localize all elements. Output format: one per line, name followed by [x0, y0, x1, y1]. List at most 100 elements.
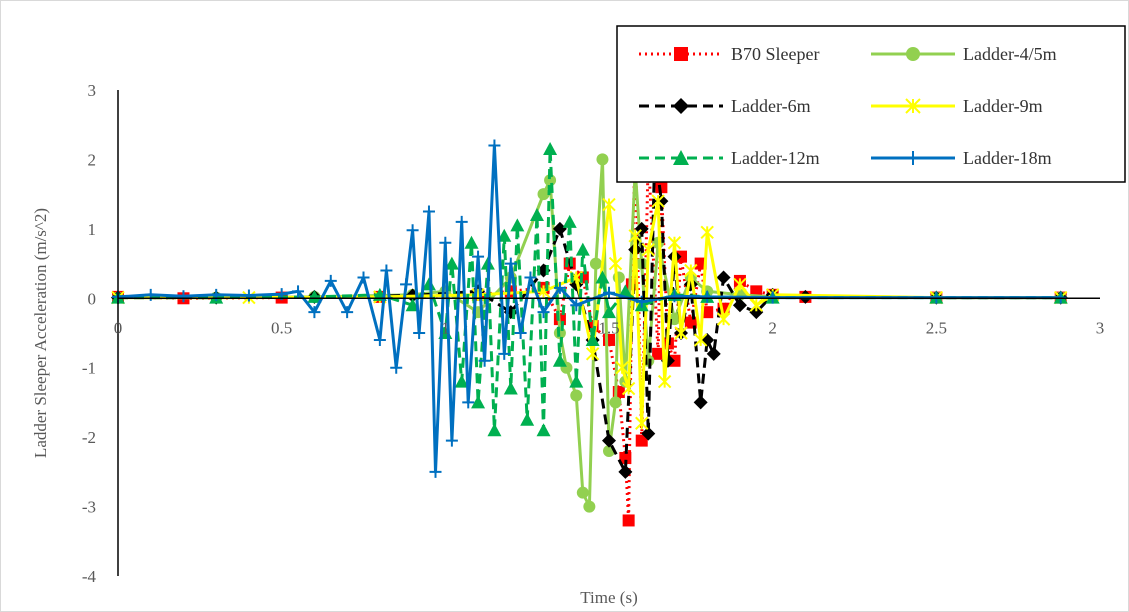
- data-point: [429, 465, 442, 478]
- data-point: [413, 327, 426, 339]
- data-point: [674, 47, 688, 61]
- y-tick-label: -2: [82, 428, 96, 447]
- data-point: [503, 381, 518, 395]
- y-tick-label: -3: [82, 498, 96, 517]
- data-point: [570, 389, 583, 402]
- data-point: [552, 353, 567, 367]
- data-point: [524, 271, 537, 284]
- data-point: [652, 347, 665, 360]
- y-axis-title: Ladder Sleeper Acceleration (m/s^2): [31, 208, 50, 458]
- data-point: [596, 153, 609, 166]
- plot-area: [111, 136, 1068, 527]
- data-point: [308, 306, 321, 319]
- data-point: [177, 290, 190, 303]
- data-point: [439, 236, 452, 249]
- x-tick-label: 2.5: [926, 318, 947, 337]
- data-point: [537, 306, 550, 319]
- data-point: [575, 242, 590, 256]
- data-point: [602, 305, 616, 319]
- x-tick-label: 2: [768, 318, 777, 337]
- data-point: [732, 298, 747, 313]
- x-axis-title: Time (s): [580, 588, 637, 607]
- data-point: [693, 395, 708, 410]
- x-tick-label: 0: [114, 318, 123, 337]
- y-tick-label: 3: [88, 81, 97, 100]
- y-tick-label: 0: [88, 289, 97, 308]
- data-point: [618, 464, 633, 479]
- data-point: [520, 412, 535, 426]
- data-point: [609, 396, 622, 409]
- legend-label: B70 Sleeper: [731, 44, 819, 64]
- data-point: [716, 312, 731, 326]
- data-point: [693, 333, 708, 347]
- data-point: [583, 500, 596, 513]
- data-point: [488, 139, 501, 152]
- data-point: [536, 423, 551, 437]
- data-point: [529, 207, 544, 221]
- data-point: [635, 416, 649, 430]
- x-tick-label: 0.5: [271, 318, 292, 337]
- data-point: [576, 486, 589, 499]
- x-tick-label: 1: [441, 318, 450, 337]
- data-point: [421, 277, 436, 291]
- y-tick-label: -1: [82, 359, 96, 378]
- data-point: [700, 225, 714, 240]
- data-point: [537, 188, 550, 201]
- data-point: [478, 354, 491, 367]
- y-tick-label: 2: [88, 150, 97, 169]
- data-point: [553, 281, 566, 294]
- data-point: [906, 151, 920, 165]
- data-point: [454, 374, 469, 388]
- data-point: [619, 451, 632, 464]
- data-point: [585, 347, 600, 361]
- legend-entry: Ladder-4/5m: [871, 44, 1057, 64]
- legend-label: Ladder-9m: [963, 96, 1043, 116]
- data-point: [615, 361, 629, 375]
- data-point: [510, 218, 525, 232]
- data-point: [487, 423, 502, 437]
- data-point: [733, 277, 747, 292]
- data-point: [444, 256, 459, 270]
- data-point: [462, 396, 475, 409]
- data-point: [422, 205, 435, 218]
- data-point: [674, 326, 688, 340]
- x-tick-label: 3: [1096, 318, 1105, 337]
- data-point: [471, 395, 486, 409]
- axes: 0 0.5 1 1.5 2 2.5 3 -4 -3 -2 -1 0 1 2 3 Time (s) Ladd…: [31, 81, 1104, 607]
- legend: B70 Sleeper Ladder-4/5m Ladder-6m Ladder-9m…: [616, 25, 1126, 183]
- data-point: [585, 332, 600, 346]
- data-point: [543, 142, 558, 156]
- data-point: [595, 270, 610, 284]
- y-tick-label: 1: [88, 220, 97, 239]
- data-point: [635, 434, 648, 447]
- data-point: [602, 197, 616, 212]
- data-point: [651, 194, 665, 208]
- data-point: [622, 514, 635, 527]
- data-point: [307, 289, 322, 303]
- data-point: [464, 235, 479, 249]
- data-point: [618, 284, 633, 298]
- data-point: [390, 361, 403, 374]
- y-tick-labels: -4 -3 -2 -1 0 1 2 3: [82, 81, 97, 586]
- legend-entry: B70 Sleeper: [639, 44, 819, 64]
- data-point: [673, 98, 689, 114]
- data-point: [621, 381, 636, 396]
- legend-label: Ladder-4/5m: [963, 44, 1057, 64]
- data-point: [668, 290, 681, 303]
- data-point: [628, 229, 642, 243]
- data-point: [552, 221, 567, 236]
- data-point: [497, 228, 512, 242]
- data-point: [324, 274, 337, 287]
- legend-entry: Ladder-9m: [871, 96, 1043, 116]
- data-point: [498, 347, 511, 360]
- data-point: [357, 271, 370, 284]
- data-point: [292, 285, 305, 298]
- x-tick-labels: 0 0.5 1 1.5 2 2.5 3: [114, 318, 1105, 337]
- data-point: [749, 298, 764, 312]
- legend-label: Ladder-18m: [963, 148, 1052, 168]
- data-point: [504, 257, 517, 270]
- data-point: [673, 150, 689, 165]
- legend-entry: Ladder-18m: [871, 148, 1052, 168]
- data-point: [603, 286, 615, 299]
